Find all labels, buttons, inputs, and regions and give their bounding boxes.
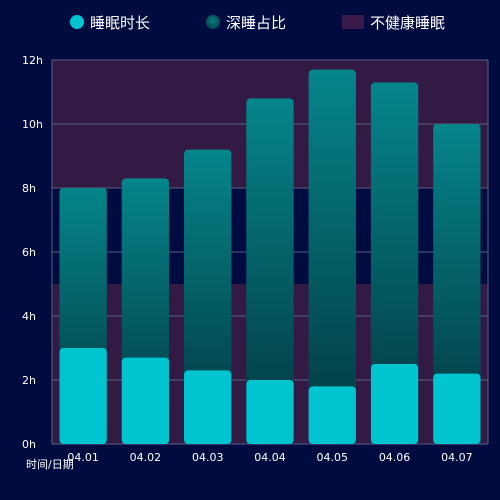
deep-sleep-bar [121,357,170,444]
x-tick-label: 04.02 [130,451,162,464]
x-tick-label: 04.01 [67,451,99,464]
sleep-duration-bar [308,69,356,444]
x-tick-label: 04.04 [254,451,286,464]
deep-sleep-bar [370,364,419,444]
x-axis-title: 时间/日期 [26,458,74,471]
y-tick-label: 2h [22,374,36,387]
sleep-duration-bar [246,98,294,445]
sleep-duration-bar [370,82,419,445]
deep-sleep-bar [184,370,232,444]
y-tick-label: 4h [22,310,36,323]
legend-marker-deep-sleep [206,15,220,29]
legend-label-deep-sleep: 深睡占比 [226,13,287,32]
legend-label-unhealthy: 不健康睡眠 [370,13,446,32]
y-tick-label: 0h [22,438,36,451]
deep-sleep-bar [59,348,107,444]
y-tick-label: 12h [22,54,43,67]
x-tick-label: 04.05 [317,451,349,464]
x-tick-label: 04.03 [192,451,224,464]
legend-marker-sleep-duration [70,15,84,29]
legend-item-unhealthy[interactable]: 不健康睡眠 [342,10,445,34]
legend-marker-unhealthy [342,15,364,29]
chart-legend: 睡眠时长 深睡占比 不健康睡眠 [0,10,500,34]
y-tick-label: 6h [22,246,36,259]
legend-item-sleep-duration[interactable]: 睡眠时长 [70,10,150,34]
legend-label-sleep-duration: 睡眠时长 [90,13,151,32]
legend-item-deep-sleep[interactable]: 深睡占比 [206,10,286,34]
y-tick-label: 10h [22,118,43,131]
x-tick-label: 04.07 [441,451,473,464]
deep-sleep-bar [246,380,294,444]
deep-sleep-bar [433,373,481,444]
deep-sleep-bar [308,386,356,444]
x-tick-label: 04.06 [379,451,411,464]
sleep-duration-bar [433,124,481,444]
y-tick-label: 8h [22,182,36,195]
